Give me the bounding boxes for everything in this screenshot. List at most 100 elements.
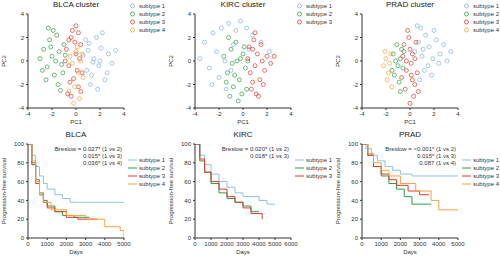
svg-text:-4: -4: [25, 111, 31, 117]
svg-text:0: 0: [26, 241, 30, 247]
svg-text:40: 40: [17, 198, 24, 204]
svg-text:1000: 1000: [41, 241, 55, 247]
svg-text:4: 4: [21, 11, 25, 17]
svg-text:6000: 6000: [284, 241, 298, 247]
html-text:BLCA cluster: BLCA cluster: [52, 0, 100, 9]
svg-text:20: 20: [17, 216, 24, 222]
svg-text:-4: -4: [186, 105, 192, 111]
html-text:0.015* (1 vs 3): 0.015* (1 vs 3): [83, 153, 122, 159]
svg-text:80: 80: [351, 160, 358, 166]
svg-text:4000: 4000: [432, 241, 446, 247]
svg-text:2000: 2000: [394, 241, 408, 247]
html-text:Breslow = 0.027* (1 vs 2): Breslow = 0.027* (1 vs 2): [54, 146, 122, 152]
svg-text:2: 2: [188, 35, 192, 41]
svg-text:-4: -4: [353, 105, 359, 111]
html-text:KIRC: KIRC: [233, 130, 253, 139]
svg-text:2000: 2000: [60, 241, 74, 247]
svg-text:5000: 5000: [268, 241, 282, 247]
svg-text:-2: -2: [216, 111, 222, 117]
svg-text:1000: 1000: [204, 241, 218, 247]
html-text:subtype 2: subtype 2: [139, 11, 165, 17]
svg-text:4: 4: [188, 11, 192, 17]
svg-text:-4: -4: [192, 111, 198, 117]
svg-text:-2: -2: [49, 111, 55, 117]
svg-text:-2: -2: [383, 111, 389, 117]
svg-text:-4: -4: [359, 111, 365, 117]
html-text:subtype 4: subtype 4: [473, 27, 499, 33]
html-text:PC1: PC1: [404, 119, 416, 125]
svg-text:0: 0: [21, 235, 25, 241]
html-text:subtype 2: subtype 2: [306, 11, 332, 17]
html-text:subtype 3: subtype 3: [306, 19, 332, 25]
svg-text:100: 100: [14, 141, 25, 147]
svg-text:0: 0: [355, 235, 359, 241]
html-text:0.036* (1 vs 4): 0.036* (1 vs 4): [83, 160, 122, 166]
html-text:PRAD cluster: PRAD cluster: [386, 0, 434, 9]
html-text:subtype 2: subtype 2: [139, 165, 165, 171]
svg-text:40: 40: [184, 198, 191, 204]
html-text:subtype 3: subtype 3: [139, 173, 165, 179]
svg-text:3000: 3000: [413, 241, 427, 247]
svg-text:4: 4: [456, 111, 460, 117]
html-text:PC1: PC1: [237, 119, 249, 125]
html-text:PC2: PC2: [1, 55, 7, 67]
html-text:subtype 3: subtype 3: [473, 19, 499, 25]
svg-text:0: 0: [360, 241, 364, 247]
svg-text:60: 60: [17, 179, 24, 185]
html-text:Progression-free survival: Progression-free survival: [168, 157, 174, 225]
html-text:BLCA: BLCA: [65, 130, 87, 139]
svg-text:4000: 4000: [252, 241, 266, 247]
svg-text:2: 2: [432, 111, 436, 117]
html-text:subtype 4: subtype 4: [139, 181, 165, 187]
svg-text:2000: 2000: [220, 241, 234, 247]
svg-text:0: 0: [408, 111, 412, 117]
html-text:subtype 1: subtype 1: [139, 157, 165, 163]
html-text:PC1: PC1: [70, 119, 82, 125]
html-text:subtype 1: subtype 1: [306, 3, 332, 9]
svg-text:60: 60: [351, 179, 358, 185]
html-text:PC2: PC2: [335, 55, 341, 67]
html-text:PC2: PC2: [168, 55, 174, 67]
svg-text:0: 0: [188, 58, 192, 64]
svg-text:-4: -4: [19, 105, 25, 111]
svg-text:0: 0: [241, 111, 245, 117]
svg-text:0: 0: [21, 58, 25, 64]
svg-text:4: 4: [122, 111, 126, 117]
svg-text:2: 2: [265, 111, 269, 117]
svg-text:-2: -2: [353, 82, 359, 88]
html-text:Days: Days: [69, 249, 83, 255]
svg-text:100: 100: [181, 141, 192, 147]
html-text:subtype 3: subtype 3: [139, 19, 165, 25]
svg-text:0: 0: [355, 58, 359, 64]
html-text:subtype 4: subtype 4: [139, 27, 165, 33]
svg-text:2: 2: [98, 111, 102, 117]
svg-text:0: 0: [188, 235, 192, 241]
svg-text:60: 60: [184, 179, 191, 185]
html-text:PRAD: PRAD: [398, 130, 422, 139]
html-text:subtype 1: subtype 1: [139, 3, 165, 9]
svg-text:4: 4: [355, 11, 359, 17]
html-text:KIRC cluster: KIRC cluster: [220, 0, 266, 9]
html-text:subtype 1: subtype 1: [473, 3, 499, 9]
svg-text:20: 20: [184, 216, 191, 222]
svg-text:1000: 1000: [375, 241, 389, 247]
svg-text:5000: 5000: [451, 241, 465, 247]
svg-text:4000: 4000: [98, 241, 112, 247]
svg-text:2: 2: [21, 35, 25, 41]
svg-text:80: 80: [17, 160, 24, 166]
svg-text:2: 2: [355, 35, 359, 41]
svg-text:5000: 5000: [117, 241, 131, 247]
svg-text:0: 0: [74, 111, 78, 117]
svg-text:3000: 3000: [236, 241, 250, 247]
svg-text:40: 40: [351, 198, 358, 204]
svg-text:0: 0: [193, 241, 197, 247]
svg-text:80: 80: [184, 160, 191, 166]
html-text:Progression-free survival: Progression-free survival: [1, 157, 7, 225]
svg-text:4: 4: [289, 111, 293, 117]
svg-text:3000: 3000: [79, 241, 93, 247]
svg-text:100: 100: [348, 141, 359, 147]
html-text:subtype 2: subtype 2: [473, 11, 499, 17]
svg-text:-2: -2: [19, 82, 25, 88]
svg-text:20: 20: [351, 216, 358, 222]
svg-text:-2: -2: [186, 82, 192, 88]
